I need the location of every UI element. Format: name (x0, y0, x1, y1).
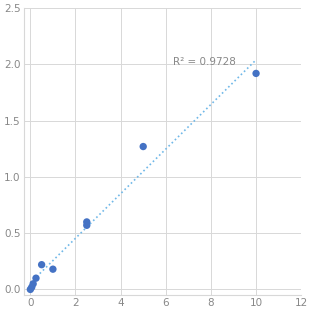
Point (31, 281, 36, 286)
Point (254, 71, 259, 76)
Point (51, 267, 56, 272)
Point (84, 223, 89, 228)
Point (39, 262, 44, 267)
Point (84, 219, 89, 224)
Point (33, 276, 38, 281)
Point (28, 287, 33, 292)
Point (141, 144, 146, 149)
Point (29, 285, 34, 290)
Text: R² = 0.9728: R² = 0.9728 (173, 57, 236, 67)
